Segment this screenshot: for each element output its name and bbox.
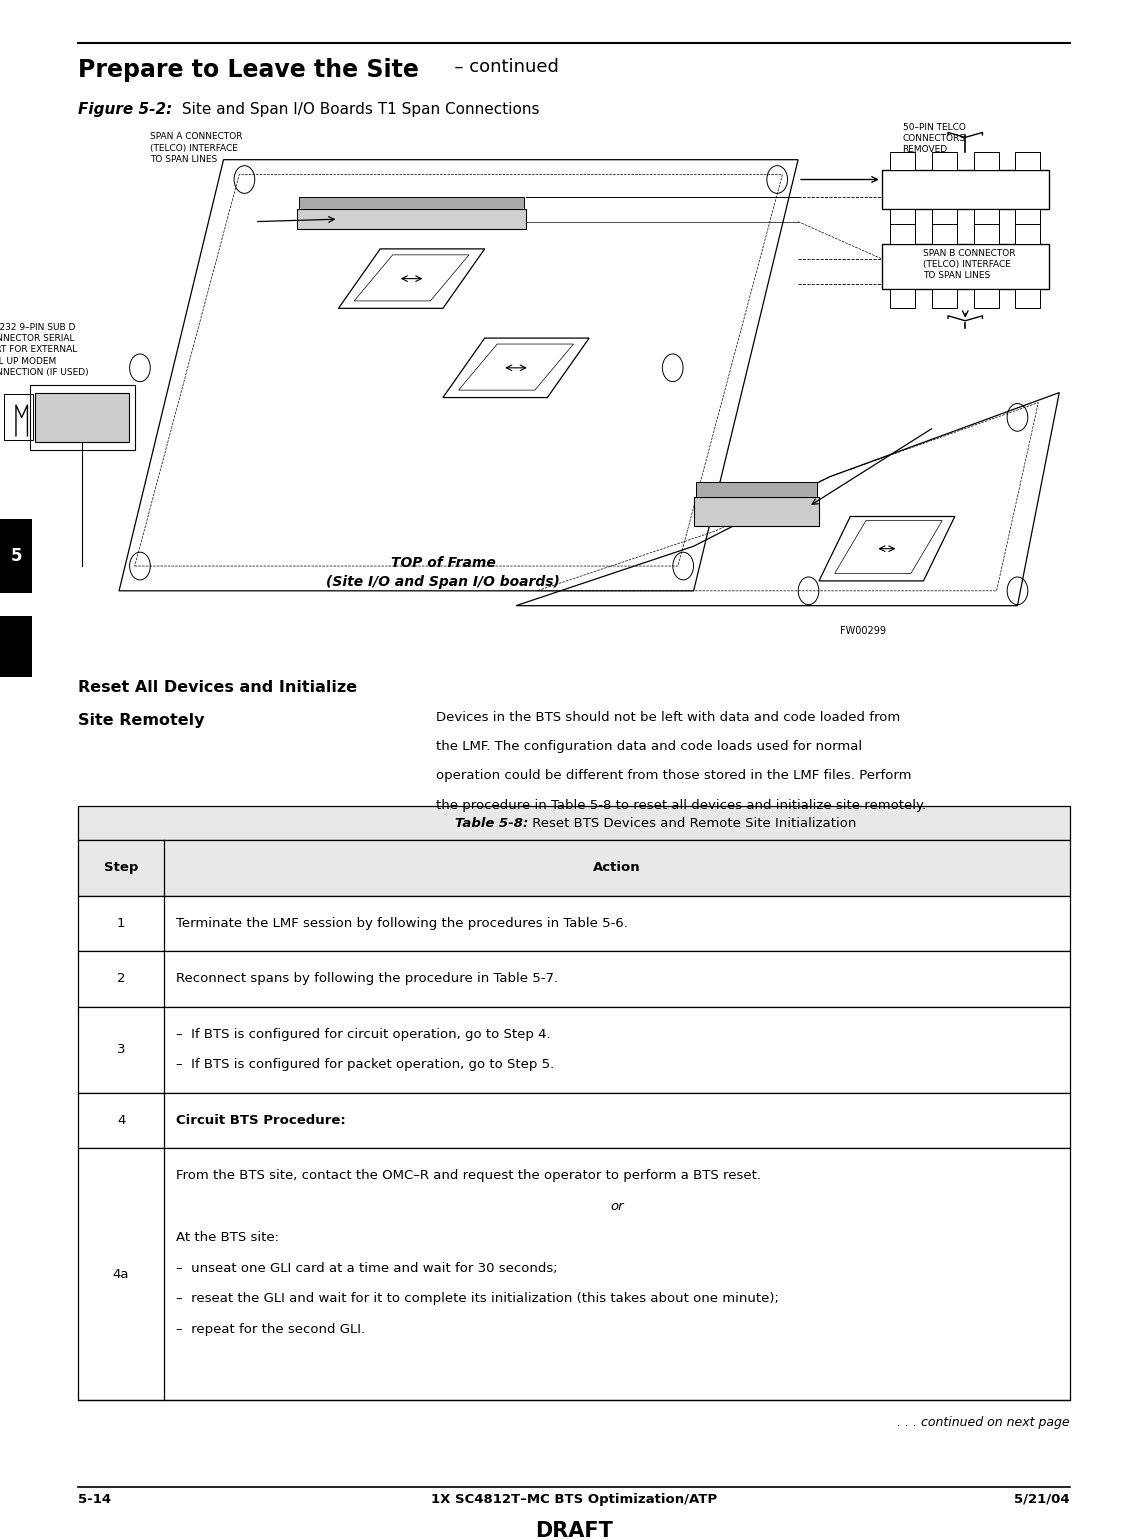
Text: the LMF. The configuration data and code loads used for normal: the LMF. The configuration data and code…: [436, 740, 862, 753]
Bar: [1015, 152, 1040, 169]
FancyBboxPatch shape: [296, 209, 527, 229]
Text: Site and Span I/O Boards T1 Span Connections: Site and Span I/O Boards T1 Span Connect…: [177, 102, 540, 117]
Bar: [932, 225, 957, 243]
Bar: [5, 394, 33, 440]
Bar: [298, 197, 525, 209]
Text: Table 5-8:: Table 5-8:: [455, 817, 528, 830]
Text: SPAN B CONNECTOR
(TELCO) INTERFACE
TO SPAN LINES: SPAN B CONNECTOR (TELCO) INTERFACE TO SP…: [923, 249, 1016, 280]
Text: –  unseat one GLI card at a time and wait for 30 seconds;: – unseat one GLI card at a time and wait…: [176, 1262, 557, 1274]
Text: Prepare to Leave the Site: Prepare to Leave the Site: [78, 58, 419, 83]
Bar: [78, 896, 1070, 951]
Text: operation could be different from those stored in the LMF files. Perform: operation could be different from those …: [436, 770, 912, 782]
Text: –  If BTS is configured for circuit operation, go to Step 4.: – If BTS is configured for circuit opera…: [176, 1028, 550, 1040]
Bar: [78, 806, 1070, 840]
Text: At the BTS site:: At the BTS site:: [176, 1231, 279, 1244]
Text: Figure 5-2:: Figure 5-2:: [78, 102, 172, 117]
Text: 1X SC4812T–MC BTS Optimization/ATP: 1X SC4812T–MC BTS Optimization/ATP: [430, 1493, 718, 1505]
Bar: [78, 1093, 1070, 1148]
Bar: [974, 209, 999, 226]
Bar: [78, 840, 1070, 896]
Bar: [1015, 288, 1040, 308]
Bar: [932, 152, 957, 169]
Bar: [36, 392, 130, 442]
Text: Devices in the BTS should not be left with data and code loaded from: Devices in the BTS should not be left wi…: [436, 711, 900, 723]
Bar: [1015, 209, 1040, 226]
Text: –  repeat for the second GLI.: – repeat for the second GLI.: [176, 1324, 365, 1336]
Text: Step: Step: [104, 862, 138, 874]
Text: Circuit BTS Procedure:: Circuit BTS Procedure:: [176, 1114, 346, 1127]
Text: the procedure in Table 5-8 to reset all devices and initialize site remotely.: the procedure in Table 5-8 to reset all …: [436, 799, 926, 811]
Text: 5/21/04: 5/21/04: [1015, 1493, 1070, 1505]
Text: Terminate the LMF session by following the procedures in Table 5-6.: Terminate the LMF session by following t…: [176, 917, 628, 930]
Text: 50–PIN TELCO
CONNECTORS
REMOVED: 50–PIN TELCO CONNECTORS REMOVED: [902, 123, 965, 154]
Bar: [974, 152, 999, 169]
Text: From the BTS site, contact the OMC–R and request the operator to perform a BTS r: From the BTS site, contact the OMC–R and…: [176, 1170, 761, 1182]
Text: 5-14: 5-14: [78, 1493, 111, 1505]
Text: FW00299: FW00299: [840, 625, 886, 636]
Text: 5: 5: [10, 546, 22, 565]
Text: Reset All Devices and Initialize: Reset All Devices and Initialize: [78, 680, 357, 696]
Bar: [696, 482, 816, 497]
Text: 1: 1: [117, 917, 125, 930]
Text: SPAN A CONNECTOR
(TELCO) INTERFACE
TO SPAN LINES: SPAN A CONNECTOR (TELCO) INTERFACE TO SP…: [150, 132, 243, 163]
Text: 4: 4: [117, 1114, 125, 1127]
Text: 3: 3: [117, 1043, 125, 1056]
Bar: [0, 519, 32, 593]
Text: or: or: [611, 1200, 623, 1213]
Bar: [974, 288, 999, 308]
Text: Action: Action: [594, 862, 641, 874]
Text: –  If BTS is configured for packet operation, go to Step 5.: – If BTS is configured for packet operat…: [176, 1059, 553, 1071]
Text: . . . continued on next page: . . . continued on next page: [898, 1416, 1070, 1428]
Text: –  reseat the GLI and wait for it to complete its initialization (this takes abo: – reseat the GLI and wait for it to comp…: [176, 1293, 778, 1305]
Bar: [882, 169, 1049, 209]
Bar: [78, 1148, 1070, 1400]
Bar: [0, 616, 32, 677]
Text: Site Remotely: Site Remotely: [78, 713, 204, 728]
Text: RS–232 9–PIN SUB D
CONNECTOR SERIAL
PORT FOR EXTERNAL
DIAL UP MODEM
CONNECTION (: RS–232 9–PIN SUB D CONNECTOR SERIAL PORT…: [0, 323, 88, 377]
Text: Reset BTS Devices and Remote Site Initialization: Reset BTS Devices and Remote Site Initia…: [528, 817, 856, 830]
Bar: [1015, 225, 1040, 243]
Bar: [78, 951, 1070, 1007]
Text: 4a: 4a: [113, 1268, 130, 1280]
Bar: [932, 209, 957, 226]
Text: 2: 2: [117, 973, 125, 985]
Bar: [890, 152, 915, 169]
Text: Reconnect spans by following the procedure in Table 5-7.: Reconnect spans by following the procedu…: [176, 973, 558, 985]
Bar: [30, 385, 135, 449]
Bar: [78, 1007, 1070, 1093]
Bar: [890, 288, 915, 308]
Text: – continued: – continued: [443, 58, 559, 77]
Bar: [890, 225, 915, 243]
Bar: [932, 288, 957, 308]
Bar: [693, 497, 819, 526]
Text: DRAFT: DRAFT: [535, 1521, 613, 1539]
Bar: [974, 225, 999, 243]
Bar: [890, 209, 915, 226]
Bar: [882, 243, 1049, 288]
Text: TOP of Frame
(Site I/O and Span I/O boards): TOP of Frame (Site I/O and Span I/O boar…: [326, 556, 560, 588]
